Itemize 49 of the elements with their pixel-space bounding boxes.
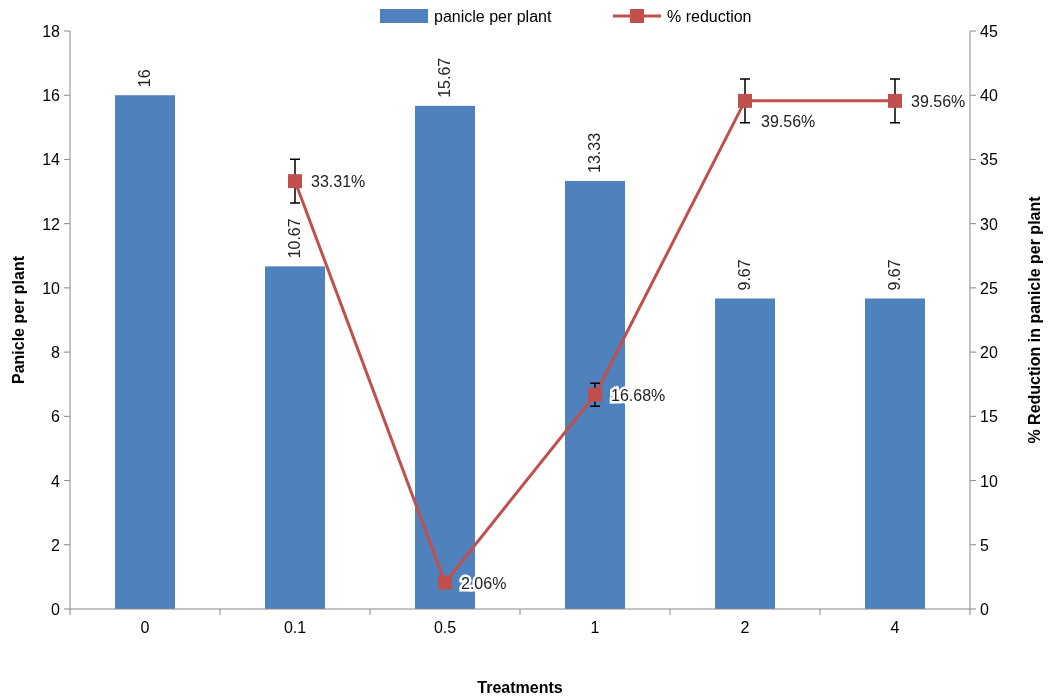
x-tick-label: 0.5 bbox=[433, 619, 457, 636]
y2-tick-label: 45 bbox=[980, 23, 998, 40]
data-label: 39.56% bbox=[761, 112, 816, 130]
y2-tick-label: 30 bbox=[980, 215, 998, 233]
x-tick-label: 4 bbox=[890, 619, 900, 636]
y2-tick-label: 20 bbox=[980, 344, 998, 362]
y-tick-label: 6 bbox=[51, 408, 61, 426]
data-label: 15.67 bbox=[436, 57, 453, 98]
x-tick-label: 0.1 bbox=[283, 619, 307, 636]
point bbox=[888, 93, 902, 108]
bar bbox=[265, 266, 325, 609]
y-tick-label: 18 bbox=[42, 23, 61, 40]
legend-label: panicle per plant bbox=[434, 8, 552, 25]
y-tick-label: 16 bbox=[42, 87, 61, 105]
y-tick-label: 2 bbox=[51, 536, 61, 554]
x-tick-label: 2 bbox=[740, 619, 750, 636]
y2-tick-label: 15 bbox=[980, 408, 998, 426]
y2-tick-label: 0 bbox=[980, 601, 989, 618]
y2-tick-label: 5 bbox=[980, 536, 989, 554]
point bbox=[738, 93, 752, 108]
data-label: 9.67 bbox=[736, 259, 753, 291]
point bbox=[288, 174, 302, 189]
x-axis-title: Treatments bbox=[477, 679, 563, 696]
bar bbox=[715, 298, 775, 609]
data-label: 13.33 bbox=[586, 132, 603, 173]
point bbox=[588, 387, 602, 402]
y-tick-label: 0 bbox=[51, 601, 61, 618]
y2-tick-label: 40 bbox=[980, 87, 998, 105]
data-label: 16 bbox=[136, 69, 153, 88]
data-label: 10.67 bbox=[286, 218, 303, 259]
x-tick-label: 1 bbox=[590, 619, 600, 636]
y-axis-title: Panicle per plant bbox=[10, 255, 27, 385]
x-tick-label: 0 bbox=[140, 619, 150, 636]
data-label: 39.56% bbox=[911, 92, 966, 110]
y2-tick-label: 35 bbox=[980, 151, 998, 169]
bar bbox=[115, 95, 175, 609]
data-label: 9.67 bbox=[886, 259, 903, 291]
y2-tick-label: 10 bbox=[980, 472, 998, 490]
y-tick-label: 8 bbox=[51, 344, 61, 362]
bar bbox=[865, 298, 925, 609]
point bbox=[438, 575, 452, 590]
y-tick-label: 14 bbox=[42, 151, 61, 169]
y-tick-label: 10 bbox=[42, 279, 61, 297]
y2-tick-label: 25 bbox=[980, 279, 998, 297]
legend-label: % reduction bbox=[667, 8, 752, 25]
data-label: 33.31% bbox=[311, 173, 366, 191]
y-tick-label: 4 bbox=[51, 472, 61, 490]
y-tick-label: 12 bbox=[42, 215, 61, 233]
y2-axis-title: % Reduction in panicle per plant bbox=[1026, 195, 1043, 444]
